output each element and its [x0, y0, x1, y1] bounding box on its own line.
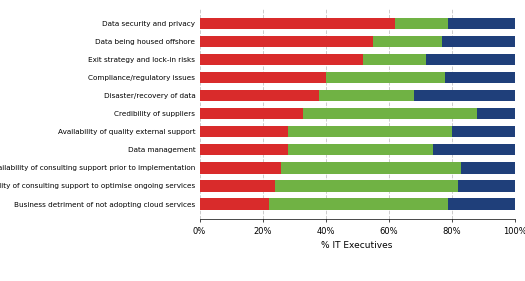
- Bar: [200, 72, 326, 83]
- Bar: [319, 90, 414, 101]
- Bar: [200, 36, 373, 47]
- Bar: [303, 108, 477, 119]
- Bar: [448, 198, 514, 210]
- Bar: [326, 72, 445, 83]
- Bar: [373, 36, 442, 47]
- Bar: [363, 54, 426, 65]
- Bar: [288, 144, 433, 155]
- Bar: [200, 162, 281, 174]
- Bar: [200, 18, 395, 29]
- Bar: [461, 162, 514, 174]
- Bar: [200, 180, 275, 192]
- Bar: [395, 18, 448, 29]
- Bar: [452, 126, 514, 137]
- Bar: [414, 90, 514, 101]
- Bar: [200, 198, 269, 210]
- Bar: [288, 126, 452, 137]
- Bar: [269, 198, 448, 210]
- Bar: [200, 54, 363, 65]
- Bar: [477, 108, 514, 119]
- Bar: [442, 36, 514, 47]
- Bar: [200, 126, 288, 137]
- Bar: [200, 144, 288, 155]
- Bar: [433, 144, 514, 155]
- Bar: [281, 162, 461, 174]
- Bar: [448, 18, 514, 29]
- X-axis label: % IT Executives: % IT Executives: [321, 241, 393, 250]
- Bar: [200, 90, 319, 101]
- Bar: [275, 180, 458, 192]
- Bar: [200, 108, 303, 119]
- Bar: [458, 180, 514, 192]
- Bar: [445, 72, 514, 83]
- Bar: [426, 54, 514, 65]
